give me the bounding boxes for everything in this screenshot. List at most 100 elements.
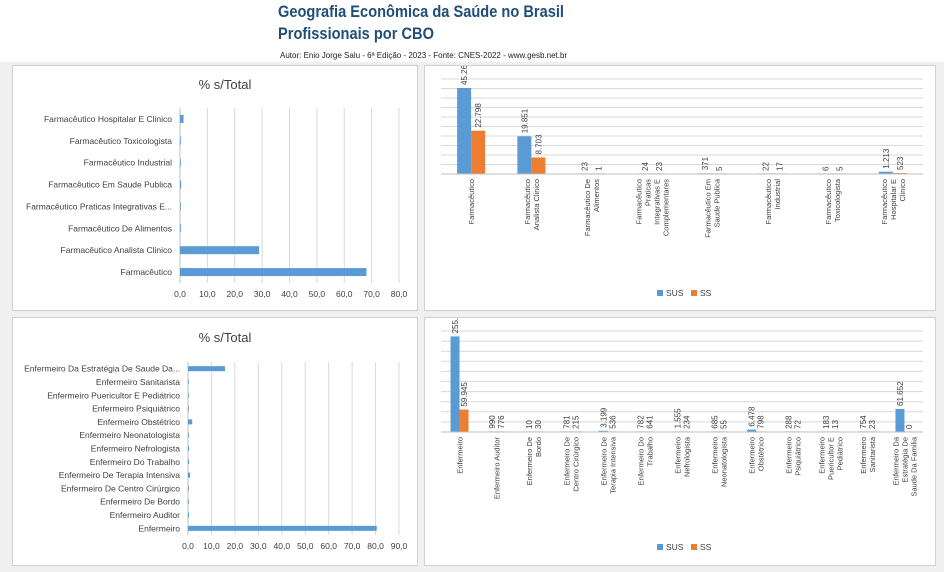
farm-count-panel: 45.262 22.798 Farmacêutico 19.851 8.703 Farma… [424,60,936,311]
data-label: 61.652 [896,381,905,406]
bar [878,171,893,174]
category-label: EnfermeiroObstétrico [748,437,766,474]
legend-label-sus: SUS [666,542,684,552]
category-label: Enfermeiro DeBordo [525,437,543,485]
category-label: Enfermeiro De Centro Cirúrgico [61,483,180,493]
category-label: Enfermeiro [456,437,465,474]
data-label: 523 [896,156,905,170]
category-label: FarmacêuticoHospitalar EClinico [880,179,907,224]
bar [747,429,757,432]
farm-pct-panel: % s/Total 0,0 10,0 20,0 30,0 40,0 50,0 60,0 70,0… [12,65,418,311]
bar [180,268,367,277]
x-tick-label: 70,0 [363,289,380,299]
x-tick-label: 40,0 [274,541,291,551]
category-label: Farmacêutico DeAlimentos [583,179,601,236]
data-label: 5 [715,166,724,171]
category-label-text: Farmacêutico EmSaude Publica [704,178,722,238]
category-label: Enfermeiro DaEstratégia DeSaude Da Famil… [891,436,918,496]
x-tick-label: 10,0 [199,289,216,299]
data-label: 0 [905,424,914,429]
data-label: 23 [868,420,877,429]
report-subtitle: Profissionais por CBO [278,24,434,43]
data-label: 215 [571,415,580,429]
data-label: 1.555 [674,408,683,429]
category-label-text: Enfermeiro Auditor [493,437,502,500]
data-label: 3.199 [599,407,608,428]
category-label: Enfermeiro Sanitarista [96,377,180,387]
data-label: 6 [822,166,831,171]
x-tick-label: 0,0 [182,541,194,551]
bar [180,158,181,167]
legend-swatch-sus [657,290,663,296]
x-tick-label: 20,0 [227,541,244,551]
category-label: EnfermeiroPuericultor EPediátrico [817,437,844,480]
category-label-text: FarmacêuticoHospitalar EClinico [880,179,907,224]
data-label: 1.213 [882,148,891,169]
category-label-text: Enfermeiro DeCentro Cirúrgico [562,437,580,492]
x-tick-label: 80,0 [367,541,384,551]
category-label-text: FarmacêuticoIndustrial [764,179,782,225]
bar [188,419,193,425]
data-label: 288 [785,415,794,429]
enf-pct-chart: % s/Total 0,0 10,0 20,0 30,0 40,0 50,0 60,0 70,0… [24,330,407,551]
legend-label-ss: SS [700,288,712,298]
category-label: EnfermeiroSanitarista [859,436,877,474]
bar [180,114,184,123]
category-label: EnfermeiroPsiquiátrico [785,437,803,476]
data-label: 1 [595,166,604,171]
data-label: 59.945 [460,382,469,407]
data-label: 5 [836,166,845,171]
data-label: 685 [711,415,720,429]
farm-pct-chart: % s/Total 0,0 10,0 20,0 30,0 40,0 50,0 60,0 70,0… [26,77,408,299]
author-credit: Autor: Enio Jorge Salu - 6ª Edição - 202… [280,51,568,60]
bar [188,485,189,491]
chart-title: % s/Total [199,330,252,345]
data-label: 234 [683,415,692,429]
category-label-text: Enfermeiro DoTrabalho [636,437,654,485]
bar [188,379,189,385]
data-label: 45.262 [460,66,469,85]
category-label: Enfermeiro Auditor [110,510,181,520]
x-tick-label: 30,0 [250,541,267,551]
x-tick-label: 60,0 [320,541,337,551]
category-label: Enfermeiro Puericultor E Pediátrico [47,390,180,400]
bar [180,246,260,255]
data-label: 55 [720,420,729,429]
x-tick-label: 50,0 [297,541,314,551]
data-label: 798 [757,415,766,429]
data-label: 782 [636,415,645,429]
legend-label-ss: SS [700,542,712,552]
x-tick-label: 80,0 [391,289,408,299]
category-label: Enfermeiro DeTerapia Intensiva [599,436,617,494]
bar [188,392,189,398]
bar [188,366,226,372]
category-label-text: EnfermeiroPuericultor EPediátrico [817,437,844,480]
category-label-text: EnfermeiroSanitarista [859,436,877,474]
data-label: 10 [525,420,534,429]
bar [188,499,189,505]
category-label: FarmacêuticoAnalista Clinico [523,179,541,230]
report-header: Geografia Econômica da Saúde no Brasil P… [0,0,944,62]
data-label: 183 [822,415,831,429]
category-label: Enfermeiro [138,523,180,533]
x-tick-label: 60,0 [336,289,353,299]
bar [180,202,181,211]
legend-label-sus: SUS [666,288,684,298]
category-label: Enfermeiro Nefrologista [91,444,181,454]
bar [188,472,191,478]
data-label: 371 [701,156,710,170]
category-label: FarmacêuticoPraticasIntegrativas EComple… [634,179,670,236]
data-label: 781 [562,415,571,429]
category-label: Farmacêutico [121,267,173,277]
data-label: 754 [859,415,868,429]
data-label: 19.851 [520,108,529,133]
category-label: Enfermeiro De Bordo [100,497,180,507]
x-tick-label: 70,0 [344,541,361,551]
bar [188,406,189,412]
bar [180,224,181,233]
farm-count-chart: 45.262 22.798 Farmacêutico 19.851 8.703 Farma… [441,60,923,298]
category-label-text: Enfermeiro DeTerapia Intensiva [599,436,617,494]
category-label-text: EnfermeiroNeonatologista [711,436,729,487]
data-label: 990 [488,415,497,429]
x-tick-label: 50,0 [309,289,326,299]
